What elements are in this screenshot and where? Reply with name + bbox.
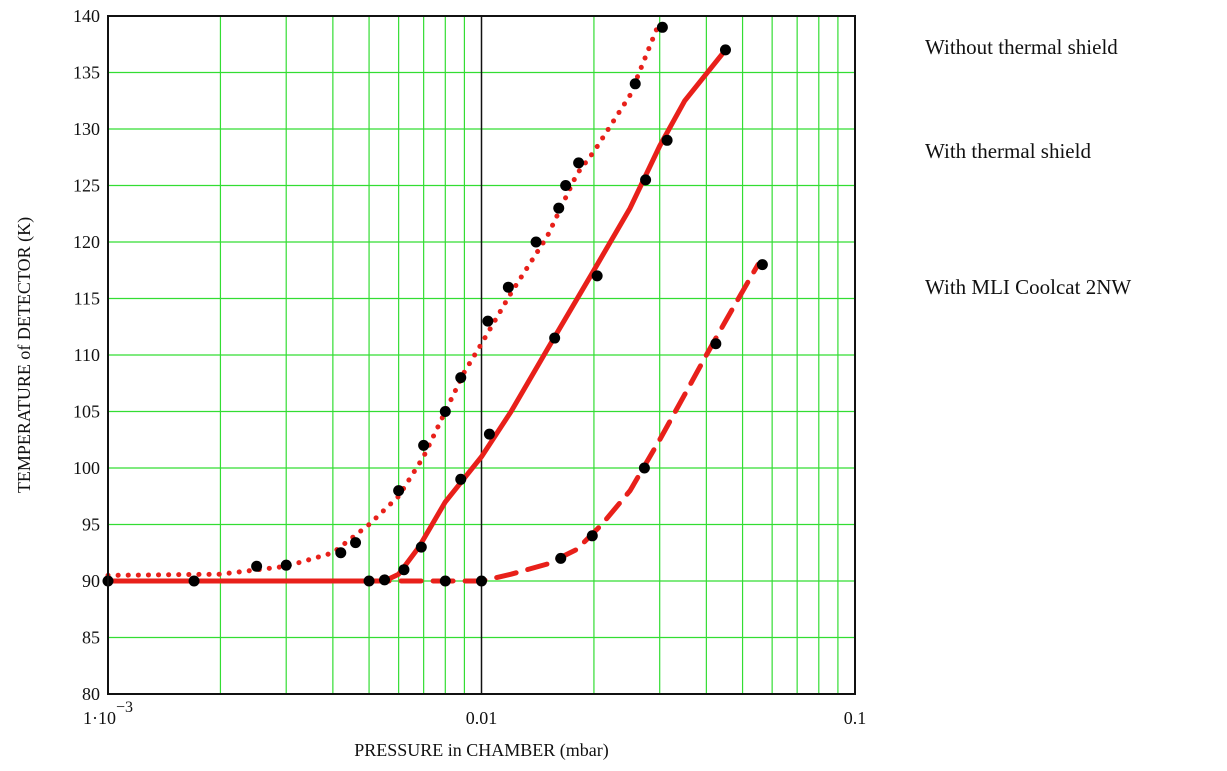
legend-item-without-thermal-shield: Without thermal shield — [925, 35, 1118, 59]
data-point-series-3 — [476, 575, 487, 587]
y-axis-title: TEMPERATURE of DETECTOR (K) — [14, 217, 35, 493]
y-tick-label: 120 — [73, 232, 100, 252]
y-tick-label: 140 — [73, 6, 100, 26]
data-point-series-2 — [188, 575, 200, 587]
legend-item-with-thermal-shield: With thermal shield — [925, 139, 1091, 163]
data-point-series-3 — [439, 575, 451, 587]
data-point-series-3 — [638, 462, 650, 474]
y-tick-label: 125 — [73, 176, 100, 196]
data-point-series-1 — [502, 281, 514, 293]
data-point-series-1 — [530, 236, 542, 248]
data-point-series-1 — [251, 560, 263, 572]
data-point-series-1 — [553, 202, 565, 214]
legend-item-with-mli-coolcat: With MLI Coolcat 2NW — [925, 275, 1132, 299]
data-point-series-1 — [629, 78, 641, 90]
x-tick-label: 0.01 — [466, 708, 498, 728]
data-point-series-3 — [555, 552, 567, 564]
data-point-series-1 — [560, 180, 572, 191]
data-point-series-1 — [482, 315, 494, 327]
y-tick-label: 100 — [73, 458, 100, 478]
y-tick-label: 80 — [82, 684, 100, 704]
y-tick-label: 105 — [73, 402, 100, 422]
y-tick-label: 85 — [82, 628, 100, 648]
grid — [108, 16, 855, 694]
data-point-series-2 — [483, 428, 495, 440]
data-point-series-1 — [573, 157, 585, 169]
tick-labels: 808590951001051101151201251301351401·10−… — [73, 6, 866, 728]
data-point-series-2 — [363, 575, 375, 587]
data-point-series-2 — [455, 473, 467, 485]
data-point-series-2 — [379, 574, 391, 586]
data-point-series-2 — [549, 332, 561, 344]
data-points — [102, 21, 768, 587]
data-point-series-1 — [439, 406, 451, 417]
data-point-series-1 — [418, 439, 430, 451]
y-tick-label: 110 — [74, 345, 100, 365]
data-point-series-1 — [393, 485, 405, 497]
data-point-series-2 — [591, 270, 603, 282]
x-axis-title: PRESSURE in CHAMBER (mbar) — [354, 740, 609, 761]
y-tick-label: 130 — [73, 119, 100, 139]
data-point-series-2 — [661, 134, 673, 146]
series-lines — [105, 19, 761, 584]
data-point-series-3 — [586, 530, 598, 542]
data-point-series-2 — [640, 174, 652, 186]
data-point-series-1 — [350, 537, 362, 549]
y-tick-label: 90 — [82, 571, 100, 591]
data-point-series-1 — [280, 559, 292, 571]
data-point-series-1 — [335, 547, 347, 559]
data-point-series-1 — [455, 372, 467, 384]
data-point-series-1 — [656, 21, 668, 33]
data-point-series-3 — [710, 338, 722, 350]
data-point-series-2 — [415, 541, 427, 553]
data-point-series-3 — [756, 259, 768, 271]
y-tick-label: 95 — [82, 515, 100, 535]
x-tick-label: 0.1 — [844, 708, 867, 728]
plot-area — [107, 15, 856, 695]
data-point-series-2 — [398, 564, 410, 576]
y-tick-label: 135 — [73, 63, 100, 83]
series-line-2 — [105, 47, 728, 584]
data-point-series-2 — [719, 44, 731, 56]
y-tick-label: 115 — [74, 289, 100, 309]
series-line-1 — [105, 19, 663, 578]
